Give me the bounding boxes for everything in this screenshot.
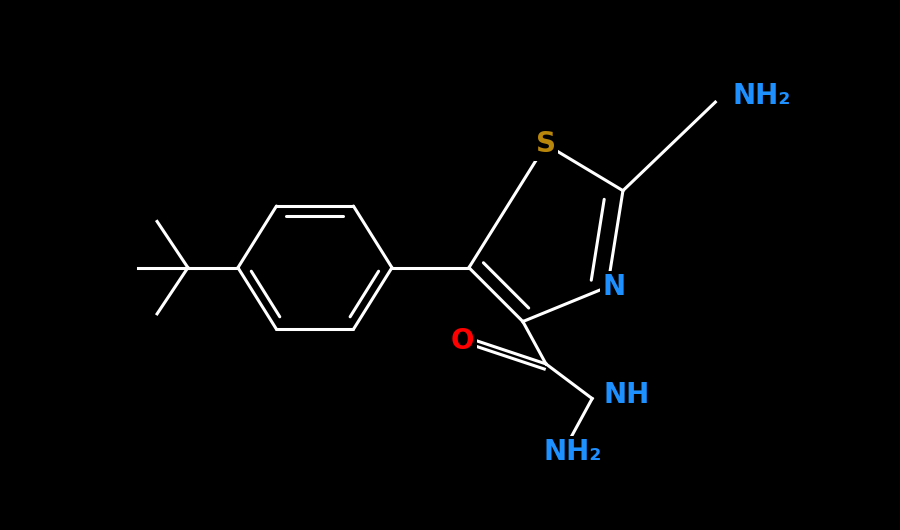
- Text: O: O: [451, 327, 474, 355]
- Text: N: N: [602, 273, 626, 301]
- Text: S: S: [536, 130, 556, 158]
- Text: NH: NH: [604, 381, 650, 409]
- Text: NH₂: NH₂: [544, 438, 602, 466]
- Text: NH₂: NH₂: [733, 82, 791, 110]
